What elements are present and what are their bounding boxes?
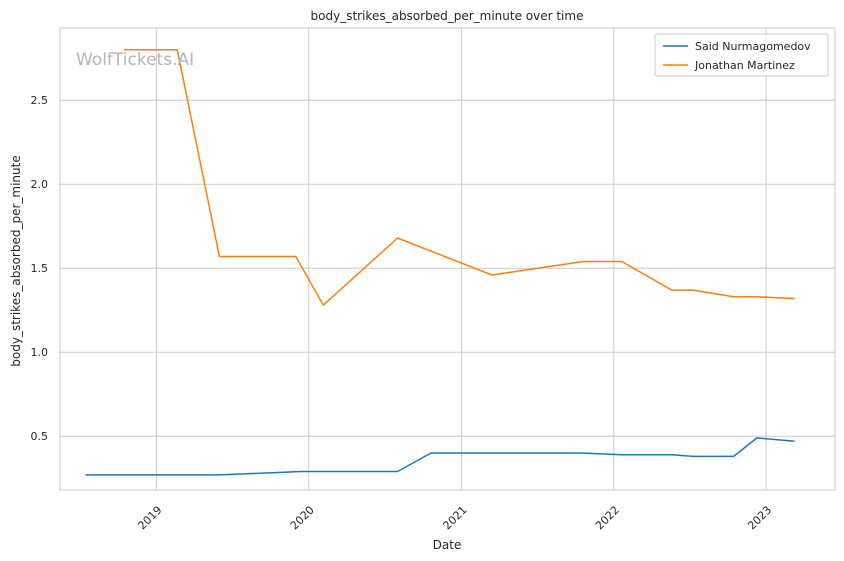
legend: Said Nurmagomedov Jonathan Martinez bbox=[654, 33, 829, 77]
legend-box bbox=[654, 33, 829, 77]
y-axis-label: body_strikes_absorbed_per_minute bbox=[9, 155, 23, 366]
legend-label-jonathan: Jonathan Martinez bbox=[694, 59, 795, 72]
y-tick-label: 1.5 bbox=[31, 262, 49, 275]
x-axis-label: Date bbox=[433, 538, 462, 552]
y-tick-label: 0.5 bbox=[31, 430, 49, 443]
series-line-said bbox=[85, 437, 795, 476]
y-tick-label: 2.5 bbox=[31, 94, 49, 107]
plot-frame bbox=[59, 27, 836, 491]
watermark-text: WolfTickets.AI bbox=[76, 50, 194, 70]
y-tick-label: 2.0 bbox=[31, 178, 49, 191]
legend-label-said: Said Nurmagomedov bbox=[695, 40, 811, 53]
series-lines bbox=[85, 49, 795, 476]
chart-title: body_strikes_absorbed_per_minute over ti… bbox=[311, 9, 584, 23]
series-line-jonathan bbox=[123, 49, 795, 306]
y-tick-label: 1.0 bbox=[31, 346, 49, 359]
grid bbox=[60, 28, 835, 490]
